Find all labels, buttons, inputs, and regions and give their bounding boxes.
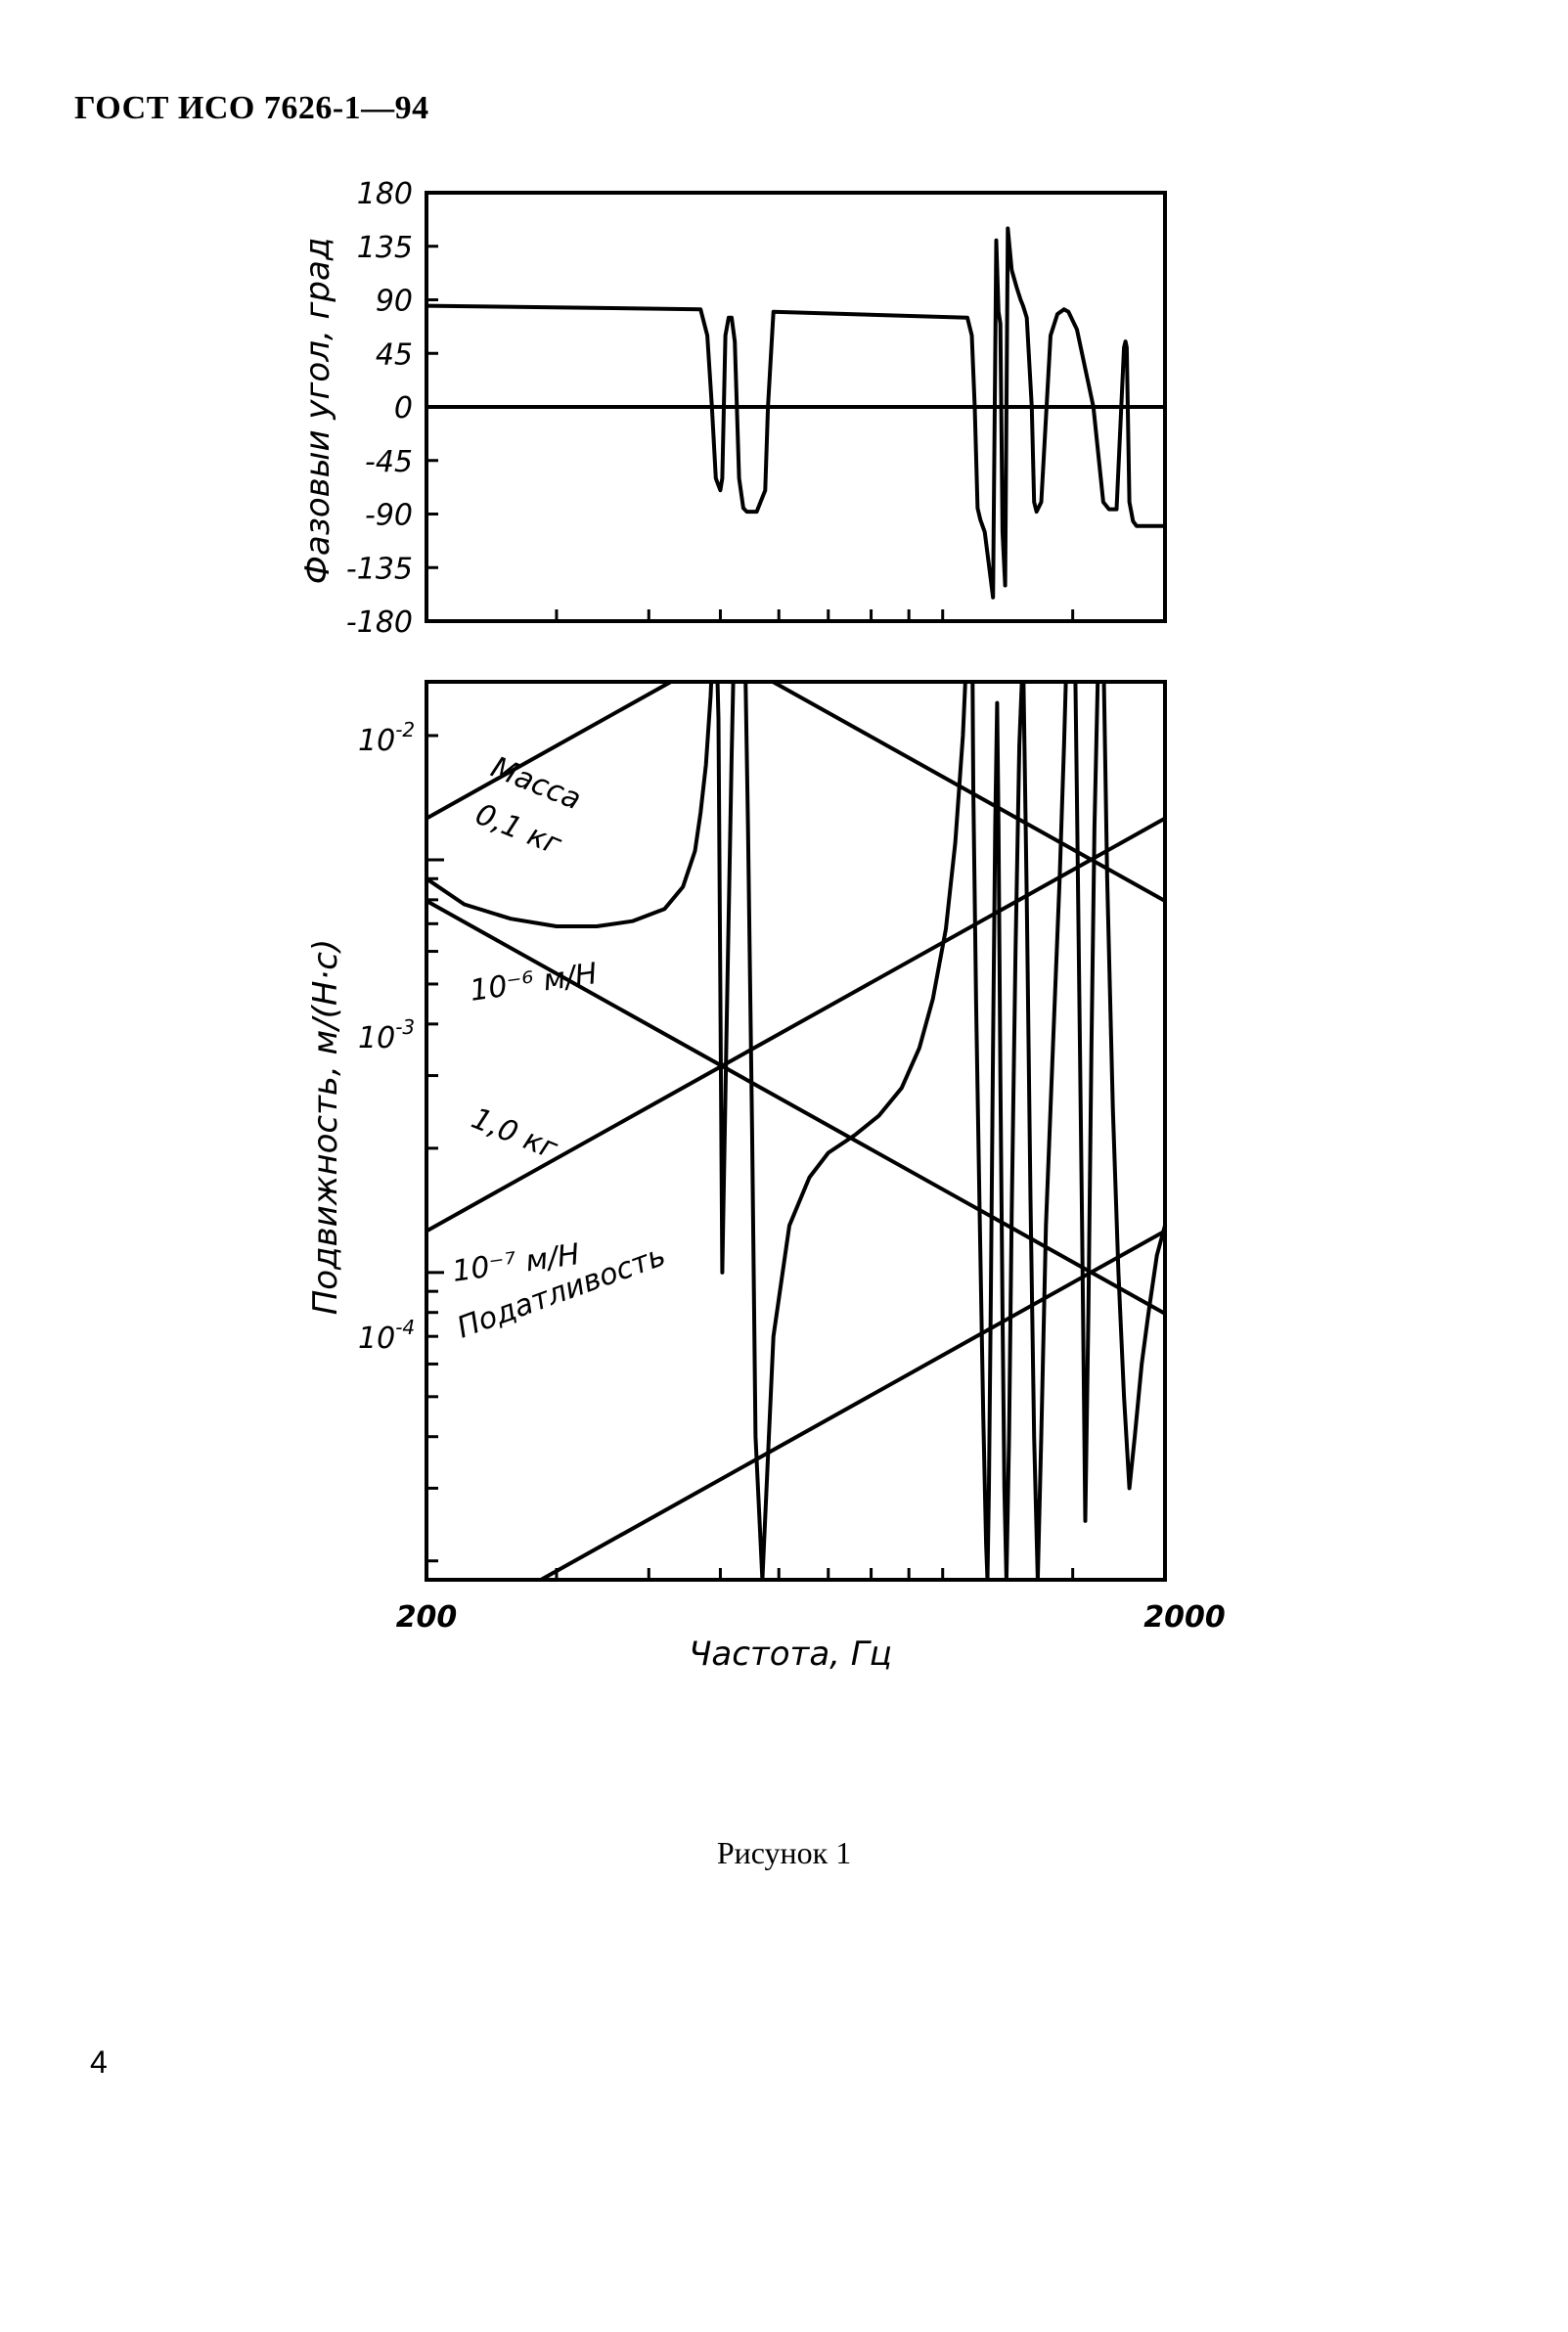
mobility-x-tick-label-200: 200 bbox=[396, 1600, 458, 1635]
phase-x-ticks bbox=[555, 609, 1075, 621]
phase-curve bbox=[426, 226, 1165, 600]
phase-y-tick-label: 90 bbox=[376, 285, 413, 319]
phase-y-tick-label: 135 bbox=[357, 231, 413, 265]
page-number: 4 bbox=[90, 2044, 108, 2080]
mobility-reference-lines bbox=[426, 682, 1165, 1580]
phase-chart: 180 135 90 45 0 -45 -90 -135 -180 Фазовыи угол, … bbox=[298, 177, 1167, 640]
phase-y-tick-label: 45 bbox=[376, 337, 413, 372]
mobility-x-tick-label-2000: 2000 bbox=[1143, 1600, 1226, 1635]
phase-y-tick-label: 0 bbox=[394, 391, 413, 426]
mobility-y-tick-label: 10-3 bbox=[358, 1015, 415, 1055]
mobility-y-ticks bbox=[426, 734, 444, 1563]
compliance-1e-8-line bbox=[536, 1229, 1165, 1580]
mobility-y-tick-label: 10-2 bbox=[358, 718, 415, 758]
mobility-x-axis-title: Частота, Гц bbox=[689, 1635, 892, 1674]
mass-0-1kg-line bbox=[768, 682, 1165, 903]
compliance-1e-7-line bbox=[426, 816, 1165, 1233]
figure-caption: Рисунок 1 bbox=[716, 1835, 852, 1870]
phase-y-ticks: 180 135 90 45 0 -45 -90 -135 -180 bbox=[346, 177, 438, 640]
mobility-y-tick-label: 10-4 bbox=[358, 1316, 415, 1356]
phase-y-tick-label: -135 bbox=[346, 552, 413, 586]
mass-1kg-line bbox=[426, 899, 1165, 1316]
mobility-chart: 10-2 10-3 10-4 200 2000 Частота, Гц Подв… bbox=[306, 680, 1226, 1674]
compliance-1e-6-line bbox=[426, 682, 676, 821]
phase-y-axis-title: Фазовыи угол, град bbox=[298, 238, 337, 585]
phase-y-tick-label: -90 bbox=[365, 499, 413, 533]
document-header: ГОСТ ИСО 7626-1—94 bbox=[74, 90, 429, 126]
mobility-y-axis-title: Подвижность, м/(Н·с) bbox=[306, 939, 345, 1316]
phase-y-tick-label: 180 bbox=[357, 177, 413, 211]
mobility-plot-frame bbox=[425, 680, 1167, 1582]
mass-1kg-line-label: 1,0 кг bbox=[467, 1101, 562, 1167]
compliance-1e-6-label: 10⁻⁶ м/Н bbox=[468, 957, 599, 1009]
phase-y-tick-label: -45 bbox=[365, 445, 413, 479]
mobility-curve bbox=[426, 682, 1165, 1580]
phase-y-tick-label: -180 bbox=[346, 605, 413, 640]
